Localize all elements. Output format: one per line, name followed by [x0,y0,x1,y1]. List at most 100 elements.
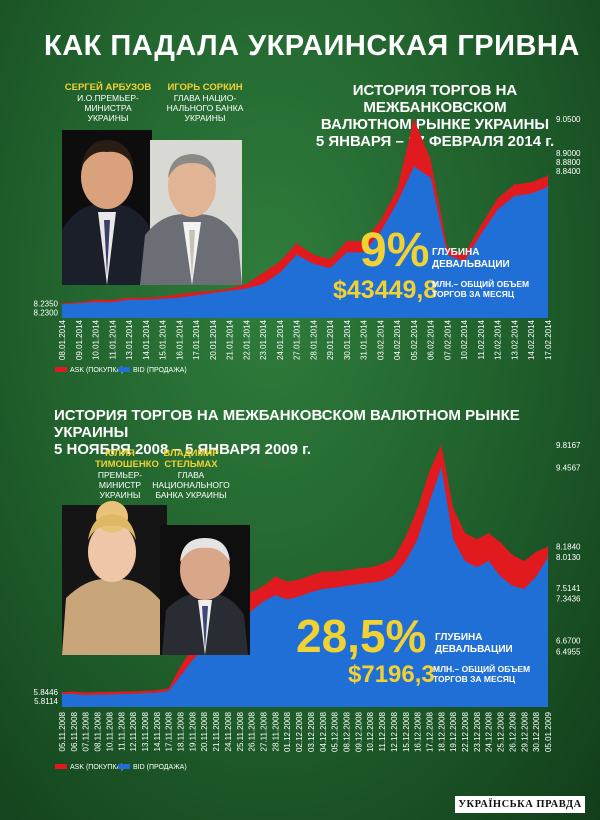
bid-data-point [251,610,253,612]
bid-data-point [296,254,298,256]
bid-data-point [322,588,324,590]
x-tick-label: 19.12.2008 [449,711,458,752]
bid-data-point [61,693,63,695]
x-tick-label: 27.11.2008 [260,711,269,751]
x-tick-label: 21.11.2008 [212,711,221,751]
label-line: ТОРГОВ ЗА МЕСЯЦ [433,674,516,684]
person-caption-arbuzov: СЕРГЕЙ АРБУЗОВ И.О.ПРЕМЬЕР- МИНИСТРА УКР… [60,82,156,123]
ask-data-point [523,560,525,562]
portrait-tymoshenko [62,501,167,655]
x-tick-label: 14.02.2014 [527,319,536,360]
ask-data-point [440,444,442,446]
y-value-label: 7.5141 [556,584,581,593]
bid-data-point [73,693,75,695]
ask-data-point [547,175,549,177]
ask-data-point [488,532,490,534]
legend-bid-label: BID (ПРОДАЖА) [133,764,187,771]
bid-data-point [132,693,134,695]
bid-data-point [61,303,63,305]
chart2-subtitle: ИСТОРИЯ ТОРГОВ НА МЕЖБАНКОВСКОМ ВАЛЮТНОМ… [54,407,534,458]
chart1-legend: ASK (ПОКУПКА) BID (ПРОДАЖА) [55,367,187,374]
person-role: МИНИСТРА [84,103,132,113]
y-value-label: 8.8400 [556,167,581,176]
x-tick-label: 26.12.2008 [508,711,517,752]
ask-data-point [417,507,419,509]
x-tick-label: 19.11.2008 [188,711,197,751]
ask-data-point [396,188,398,190]
person-name: ВЛАДИМИР СТЕЛЬМАХ [163,448,219,470]
ask-data-point [511,554,513,556]
person-role: НАЦИОНАЛЬНОГО [152,480,230,490]
ask-data-point [132,690,134,693]
x-tick-label: 18.12.2008 [437,711,446,752]
ask-data-point [108,691,110,693]
x-tick-label: 29.01.2014 [326,319,335,360]
x-tick-label: 12.02.2014 [494,319,503,360]
ask-data-point [162,295,164,298]
bid-data-point [357,583,359,585]
bid-data-point [513,195,516,197]
person-role: ПРЕМЬЕР- [97,470,143,480]
bid-data-point [396,202,398,204]
x-tick-label: 14.11.2008 [153,711,162,751]
person-caption-stelmakh: ВЛАДИМИР СТЕЛЬМАХ ГЛАВА НАЦИОНАЛЬНОГО БА… [150,448,232,500]
bid-data-point [120,693,122,695]
ask-data-point [286,581,288,583]
ask-data-point [229,288,231,290]
ask-data-point [168,687,170,690]
bid-data-point [523,588,525,590]
x-tick-label: 18.11.2008 [177,711,186,751]
ask-data-point [535,551,537,553]
legend-ask-label: ASK (ПОКУПКА) [70,764,123,771]
chart1-stat-volume-label: МЛН.– ОБЩИЙ ОБЪЕМ ТОРГОВ ЗА МЕСЯЦ [432,279,529,299]
y-value-label: 8.8800 [556,158,581,167]
bid-data-point [178,297,180,299]
ask-data-point [61,302,63,304]
bid-data-point [144,692,146,694]
chart2-stat-volume-label: МЛН.– ОБЩИЙ ОБЪЕМ ТОРГОВ ЗА МЕСЯЦ [433,664,530,684]
bid-data-point [279,272,281,274]
x-tick-label: 17.11.2008 [165,711,174,751]
label-line: МЛН.– ОБЩИЙ ОБЪЕМ [433,664,531,674]
label-line: ДЕВАЛЬВАЦИИ [435,644,513,655]
x-tick-label: 26.11.2008 [248,711,257,751]
ask-data-point [369,566,371,568]
x-tick-label: 24.01.2014 [276,319,285,360]
bid-data-point [286,599,288,601]
bid-data-point [428,501,431,503]
ask-data-point [346,240,348,242]
x-tick-label: 03.02.2014 [376,319,385,360]
ask-data-point [179,666,182,668]
x-tick-label: 11.11.2008 [117,711,126,750]
bid-data-point [535,576,537,578]
x-tick-label: 13.11.2008 [141,711,150,751]
legend-ask-swatch [55,367,67,372]
ask-data-point [73,690,75,693]
bid-data-point [547,186,549,188]
bid-data-point [310,591,312,593]
bid-data-point [212,292,214,294]
bid-data-point [191,659,193,662]
x-tick-label: 24.12.2008 [485,711,494,752]
bid-data-point [329,267,331,269]
x-tick-label: 24.11.2008 [224,711,233,751]
y-value-label: 8.0130 [556,553,581,562]
ask-data-point [274,576,276,578]
person-name: СЕРГЕЙ АРБУЗОВ [64,82,152,93]
ask-data-point [379,220,381,222]
ask-data-point [156,689,158,691]
ask-data-point [393,557,395,559]
x-tick-label: 15.01.2014 [159,319,168,360]
bid-data-point [369,582,371,584]
label-line: МЛН.– ОБЩИЙ ОБЪЕМ [432,279,530,289]
bid-data-point [405,560,407,562]
x-tick-label: 03.12.2008 [307,711,316,752]
bid-data-point [500,576,502,578]
bid-data-point [446,254,448,256]
bid-data-point [463,260,465,263]
ask-data-point [329,258,331,260]
ask-data-point [500,541,502,544]
x-tick-label: 12.11.2008 [129,711,138,751]
ask-data-point [452,507,454,509]
chart1-subtitle-line1: ИСТОРИЯ ТОРГОВ НА МЕЖБАНКОВСКОМ [352,82,518,116]
